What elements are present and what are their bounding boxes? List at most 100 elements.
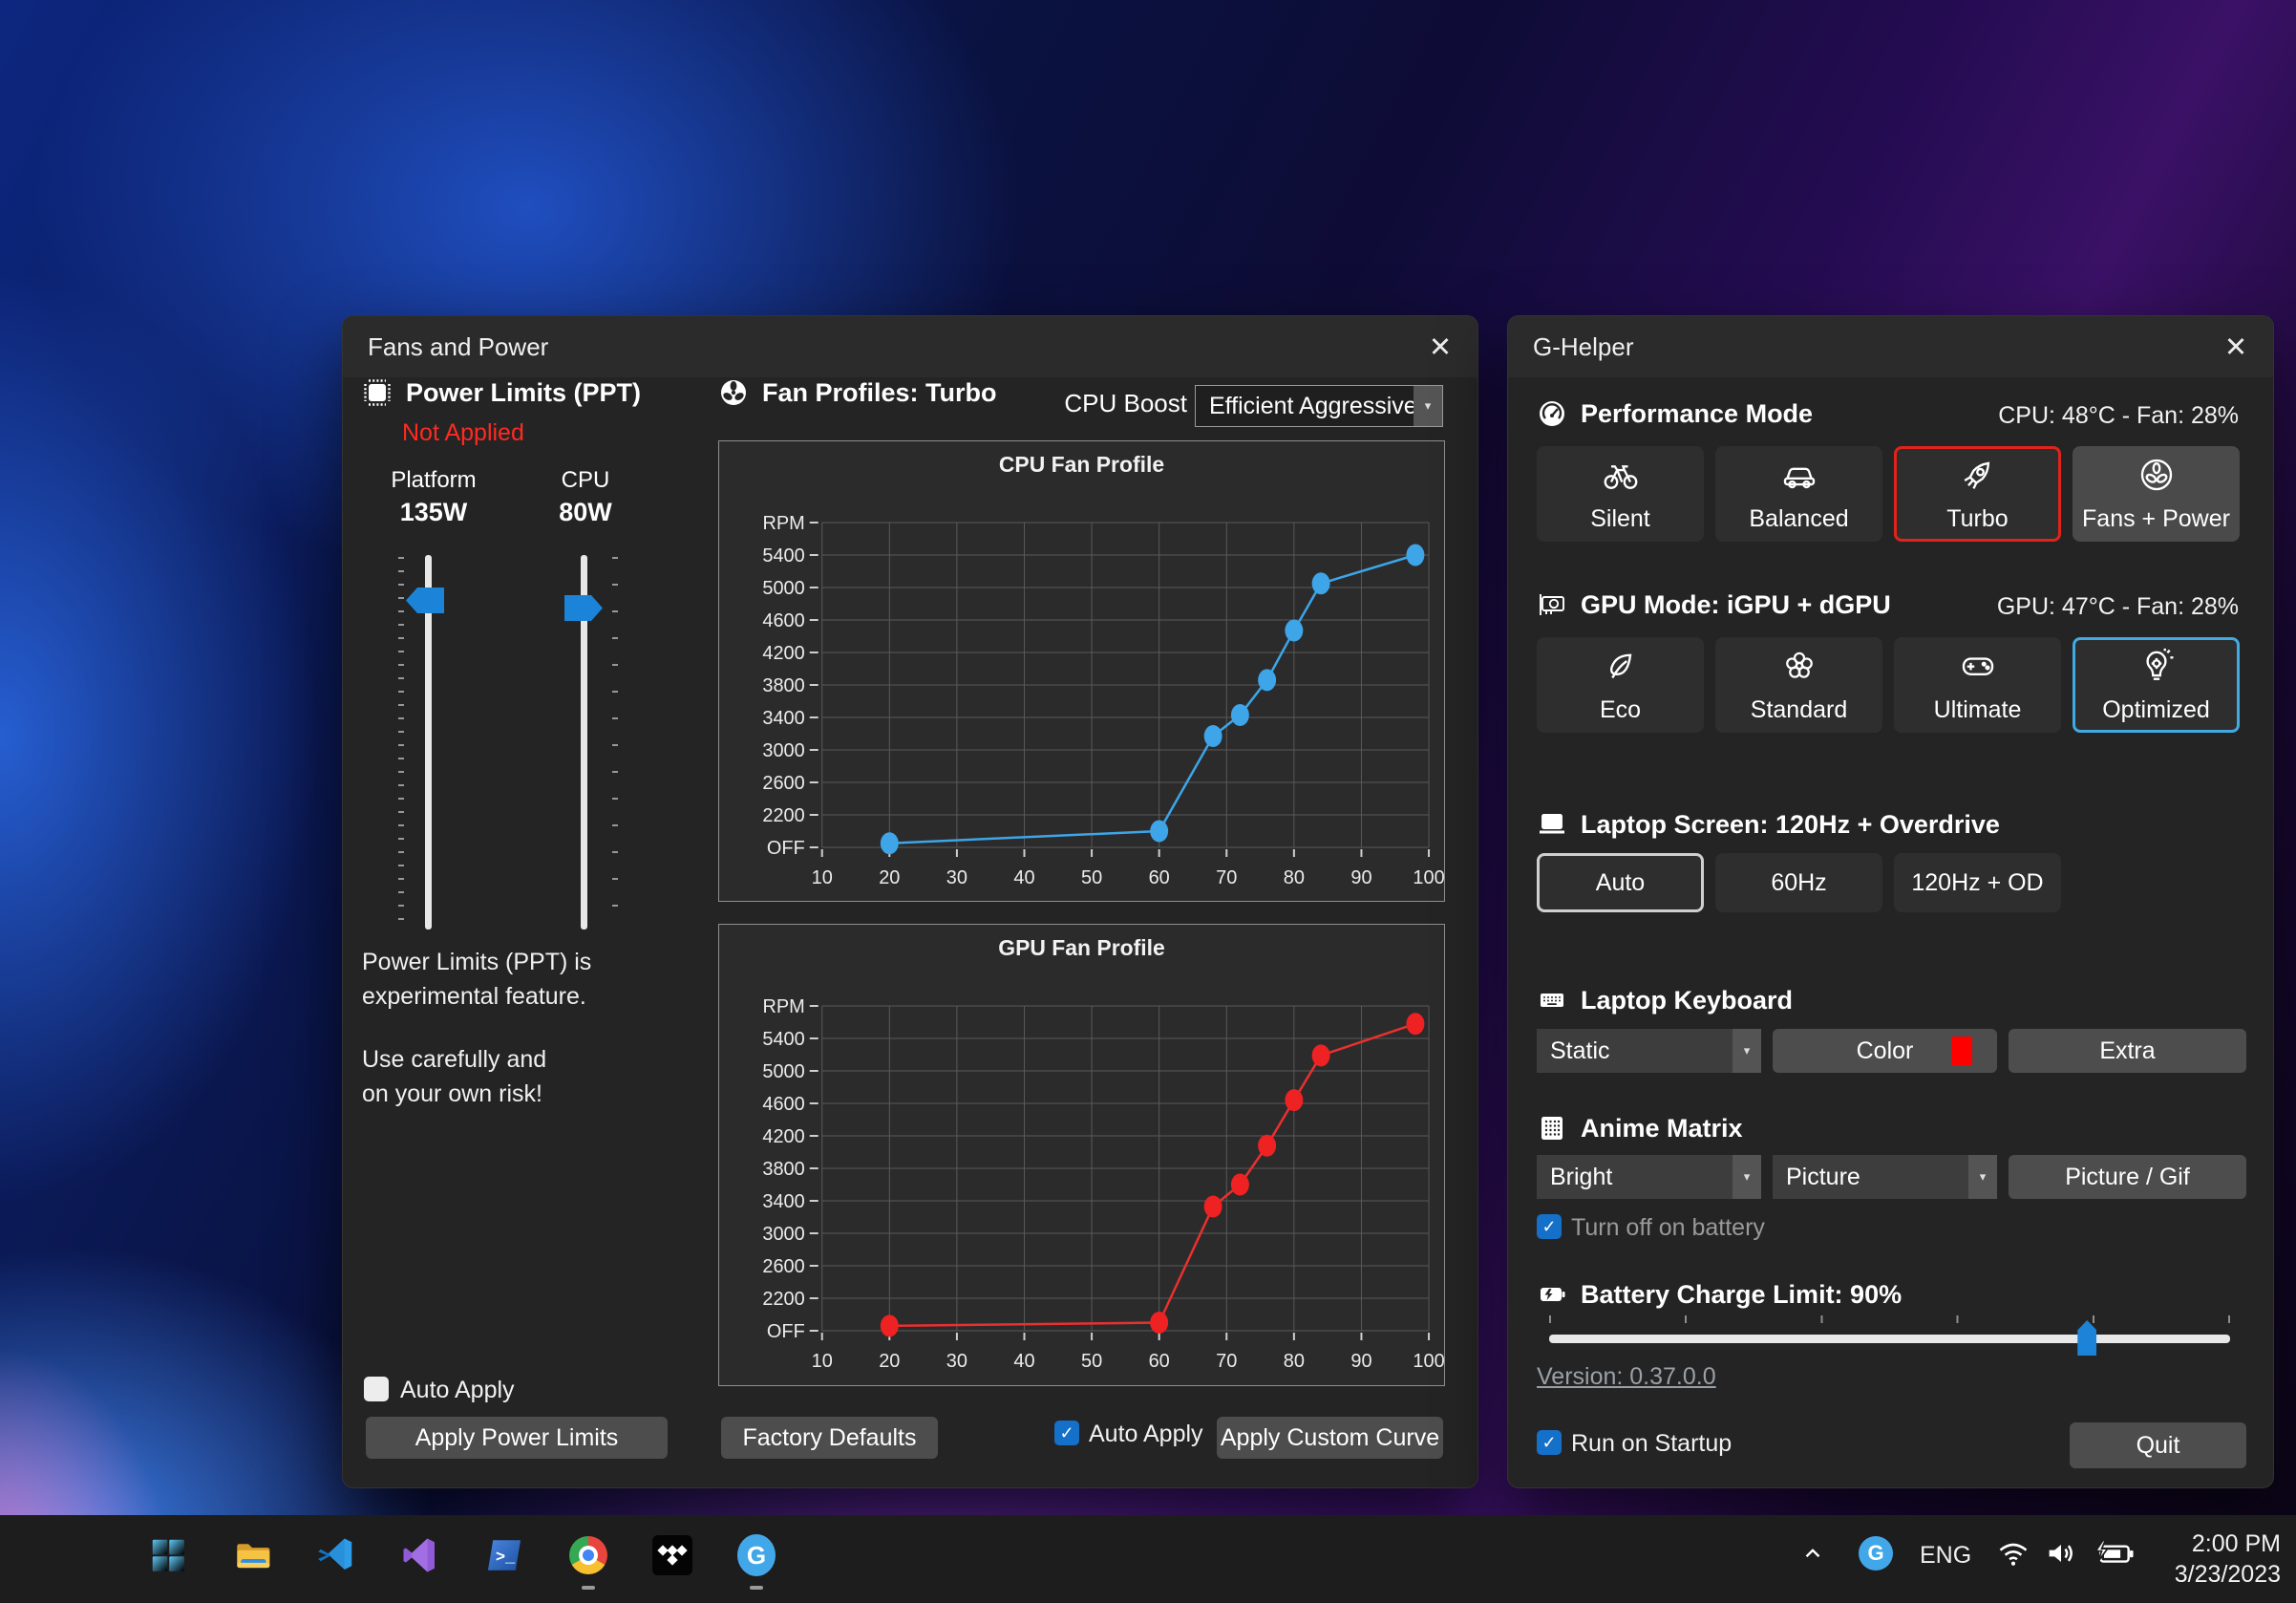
svg-text:2600: 2600: [762, 773, 804, 794]
gpu-button-eco[interactable]: Eco: [1537, 637, 1704, 733]
taskbar-terminal[interactable]: >_: [483, 1534, 525, 1576]
fan-profiles-header: Fan Profiles: Turbo: [718, 377, 997, 408]
perf-button-balanced[interactable]: Balanced: [1715, 446, 1882, 542]
screen-button-120hz-od[interactable]: 120Hz + OD: [1894, 853, 2061, 912]
curve-auto-apply-checkbox[interactable]: ✓: [1054, 1421, 1079, 1445]
visual-studio-icon: [403, 1538, 435, 1572]
svg-text:60: 60: [1149, 1351, 1170, 1372]
close-icon[interactable]: ✕: [1428, 331, 1453, 363]
keyboard-extra-button[interactable]: Extra: [2009, 1029, 2246, 1073]
fans-window-titlebar[interactable]: Fans and Power ✕: [343, 316, 1478, 377]
chevron-down-icon[interactable]: ▾: [1968, 1155, 1997, 1199]
tray-wifi[interactable]: [1996, 1536, 2030, 1575]
tray-clock[interactable]: 2:00 PM 3/23/2023: [2175, 1528, 2281, 1590]
perf-button-fans-power[interactable]: Fans + Power: [2073, 446, 2240, 542]
chevron-down-icon[interactable]: ▾: [1733, 1155, 1761, 1199]
keyboard-color-swatch: [1951, 1037, 1972, 1065]
check-icon: ✓: [1059, 1422, 1074, 1443]
taskbar-start-button[interactable]: [147, 1534, 189, 1576]
performance-mode-title: Performance Mode: [1581, 398, 1814, 428]
cpu-label: CPU: [561, 467, 610, 493]
battery-slider-ticks: [1549, 1315, 2230, 1323]
battery-charging-icon: [2094, 1539, 2134, 1563]
taskbar-tidal[interactable]: [651, 1534, 693, 1576]
screen-button-auto[interactable]: Auto: [1537, 853, 1704, 912]
platform-slider-ticks: [398, 557, 404, 930]
svg-text:80: 80: [1284, 1351, 1305, 1372]
chevron-down-icon[interactable]: ▾: [1733, 1029, 1761, 1073]
fan-icon: [721, 380, 746, 405]
apply-power-limits-button[interactable]: Apply Power Limits: [366, 1417, 668, 1459]
tray-volume[interactable]: [2044, 1536, 2078, 1575]
curve-auto-apply-label[interactable]: Auto Apply: [1089, 1421, 1203, 1447]
svg-text:GPU Fan Profile: GPU Fan Profile: [998, 935, 1165, 960]
file-explorer-icon: [237, 1544, 270, 1569]
fan-profiles-title: Fan Profiles: Turbo: [762, 377, 997, 407]
taskbar-chrome[interactable]: [567, 1534, 609, 1576]
platform-slider-handle[interactable]: [406, 588, 444, 613]
matrix-battery-checkbox[interactable]: ✓: [1537, 1214, 1562, 1239]
screen-button-60hz[interactable]: 60Hz: [1715, 853, 1882, 912]
matrix-brightness-dropdown[interactable]: Bright ▾: [1537, 1155, 1761, 1199]
perf-button-silent[interactable]: Silent: [1537, 446, 1704, 542]
keyboard-mode-value: Static: [1550, 1037, 1610, 1064]
taskbar-vscode[interactable]: [315, 1534, 357, 1576]
cpu-boost-label: CPU Boost: [1064, 389, 1187, 417]
svg-text:OFF: OFF: [767, 1321, 805, 1342]
taskbar-g-helper[interactable]: G: [735, 1534, 777, 1576]
svg-text:OFF: OFF: [767, 838, 805, 859]
cpu-slider-handle[interactable]: [564, 595, 603, 621]
svg-text:30: 30: [946, 1351, 967, 1372]
power-auto-apply-checkbox[interactable]: ✓: [364, 1377, 389, 1401]
gpu-button-standard[interactable]: Standard: [1715, 637, 1882, 733]
taskbar-file-explorer[interactable]: [231, 1534, 273, 1576]
tray-chevron-up[interactable]: [1796, 1536, 1830, 1571]
tray-language[interactable]: ENG: [1920, 1542, 1972, 1569]
laptop-screen-header: Laptop Screen: 120Hz + Overdrive: [1537, 809, 2000, 840]
svg-text:40: 40: [1013, 1351, 1034, 1372]
matrix-battery-checkbox-label[interactable]: Turn off on battery: [1571, 1214, 1765, 1241]
cpu-fan-profile-chart[interactable]: CPU Fan Profile RPM 5400 5000 4600 4200 3800 34…: [718, 440, 1445, 902]
version-link[interactable]: Version: 0.37.0.0: [1537, 1363, 1716, 1390]
battery-slider-handle[interactable]: [2077, 1320, 2097, 1356]
run-on-startup-checkbox[interactable]: ✓: [1537, 1430, 1562, 1455]
run-on-startup-label[interactable]: Run on Startup: [1571, 1430, 1733, 1457]
battery-charge-slider[interactable]: [1549, 1315, 2230, 1356]
platform-slider-track[interactable]: [425, 555, 432, 930]
tray-battery[interactable]: [2094, 1538, 2136, 1573]
matrix-running-dropdown[interactable]: Picture ▾: [1773, 1155, 1997, 1199]
keyboard-mode-dropdown[interactable]: Static ▾: [1537, 1029, 1761, 1073]
svg-text:3800: 3800: [762, 1159, 804, 1180]
chrome-icon: [569, 1536, 607, 1574]
taskbar-visual-studio[interactable]: [399, 1534, 441, 1576]
ghelper-titlebar[interactable]: G-Helper ✕: [1508, 316, 2273, 377]
apply-custom-curve-button[interactable]: Apply Custom Curve: [1217, 1417, 1443, 1459]
svg-text:5000: 5000: [762, 578, 804, 599]
chevron-down-icon[interactable]: ▾: [1414, 386, 1442, 426]
power-limits-header: Power Limits (PPT): [362, 377, 641, 408]
keyboard-color-label: Color: [1856, 1037, 1914, 1064]
tray-g-helper[interactable]: G: [1859, 1536, 1893, 1571]
battery-slider-track[interactable]: [1549, 1335, 2230, 1343]
fans-window-title: Fans and Power: [368, 332, 549, 361]
gpu-button-optimized[interactable]: Optimized: [2073, 637, 2240, 733]
quit-button[interactable]: Quit: [2070, 1422, 2246, 1468]
svg-text:70: 70: [1216, 867, 1237, 888]
g-helper-running-indicator: [750, 1586, 763, 1590]
cpu-boost-dropdown[interactable]: Efficient Aggressive ▾: [1195, 385, 1443, 427]
power-auto-apply-label[interactable]: Auto Apply: [400, 1377, 515, 1403]
close-icon[interactable]: ✕: [2223, 331, 2248, 363]
tray-time: 2:00 PM: [2191, 1530, 2281, 1557]
factory-defaults-button[interactable]: Factory Defaults: [721, 1417, 938, 1459]
perf-button-turbo[interactable]: Turbo: [1894, 446, 2061, 542]
matrix-picture-gif-button[interactable]: Picture / Gif: [2009, 1155, 2246, 1199]
keyboard-color-button[interactable]: Color: [1773, 1029, 1997, 1073]
chevron-up-icon: [1805, 1549, 1820, 1558]
cpu-slider-track[interactable]: [581, 555, 587, 930]
svg-text:3000: 3000: [762, 740, 804, 761]
perf-button-turbo-label: Turbo: [1946, 504, 2009, 532]
gpu-button-ultimate[interactable]: Ultimate: [1894, 637, 2061, 733]
gpu-fan-profile-chart[interactable]: GPU Fan Profile RPM 5400 5000 4600 4200 3800 34…: [718, 924, 1445, 1386]
svg-text:100: 100: [1413, 867, 1444, 888]
